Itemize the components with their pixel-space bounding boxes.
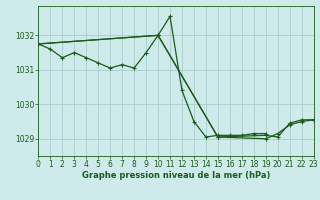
X-axis label: Graphe pression niveau de la mer (hPa): Graphe pression niveau de la mer (hPa)	[82, 171, 270, 180]
